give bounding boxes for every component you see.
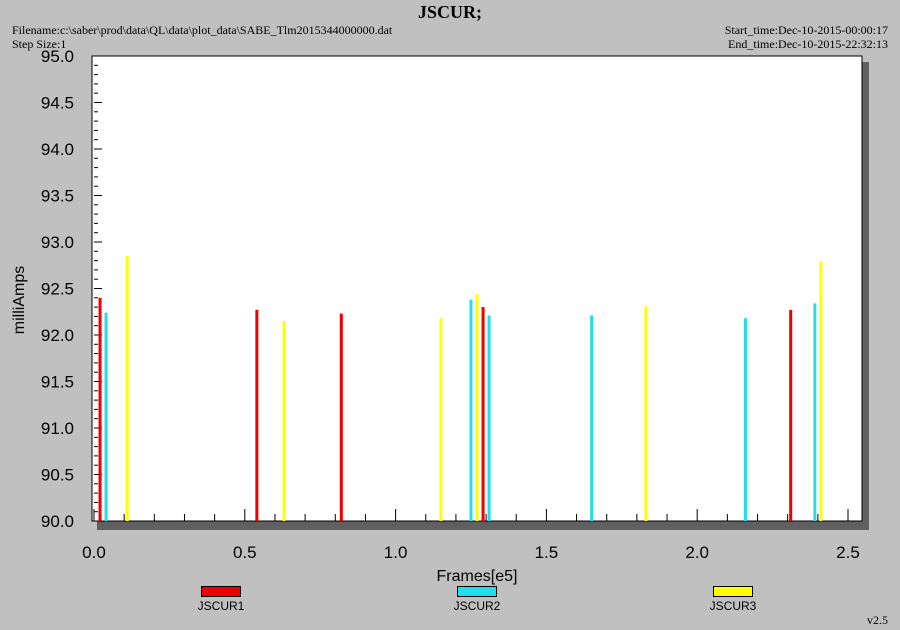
y-tick-label: 91.0 bbox=[41, 419, 74, 438]
y-tick-label: 90.0 bbox=[41, 512, 74, 531]
y-tick-label: 93.5 bbox=[41, 187, 74, 206]
bar-jscur2 bbox=[104, 312, 108, 521]
bar-jscur2 bbox=[590, 315, 594, 521]
y-tick-label: 94.0 bbox=[41, 140, 74, 159]
bar-jscur1 bbox=[98, 297, 102, 521]
legend-swatch-jscur2 bbox=[457, 586, 497, 597]
chart-title: JSCUR; bbox=[417, 2, 482, 22]
bar-jscur3 bbox=[282, 321, 286, 521]
axis-ticks bbox=[93, 55, 849, 522]
x-tick-label: 2.0 bbox=[685, 543, 709, 562]
bar-jscur1 bbox=[789, 309, 793, 521]
x-tick-label: 1.0 bbox=[384, 543, 408, 562]
legend-item-jscur3: JSCUR3 bbox=[683, 586, 783, 613]
y-tick-label: 90.5 bbox=[41, 466, 74, 485]
tick-labels: 90.0 90.5 91.0 91.5 92.0 92.5 93.0 93.5 94.0 94.5… bbox=[41, 47, 860, 562]
bar-jscur3 bbox=[644, 306, 648, 521]
step-size-label: Step Size:1 bbox=[12, 37, 67, 51]
legend-item-jscur1: JSCUR1 bbox=[171, 586, 271, 613]
legend-swatch-jscur3 bbox=[713, 586, 753, 597]
legend-label-jscur3: JSCUR3 bbox=[709, 599, 757, 613]
y-tick-label: 92.0 bbox=[41, 326, 74, 345]
bar-jscur3 bbox=[819, 261, 823, 521]
bar-jscur2 bbox=[813, 303, 817, 521]
y-tick-label: 91.5 bbox=[41, 373, 74, 392]
y-tick-label: 94.5 bbox=[41, 94, 74, 113]
x-tick-label: 2.5 bbox=[836, 543, 860, 562]
x-tick-label: 1.5 bbox=[535, 543, 559, 562]
bar-jscur3 bbox=[475, 294, 479, 521]
y-tick-label: 92.5 bbox=[41, 280, 74, 299]
x-tick-label: 0.0 bbox=[82, 543, 106, 562]
legend-item-jscur2: JSCUR2 bbox=[427, 586, 527, 613]
bar-jscur1 bbox=[339, 313, 343, 521]
legend-swatch-jscur1 bbox=[201, 586, 241, 597]
filename-label: Filename:c:\saber\prod\data\QL\data\plot… bbox=[12, 23, 393, 37]
bar-jscur1 bbox=[255, 309, 259, 521]
x-tick-label: 0.5 bbox=[233, 543, 257, 562]
bar-jscur1 bbox=[481, 307, 485, 521]
y-tick-label: 93.0 bbox=[41, 233, 74, 252]
bar-jscur3 bbox=[125, 255, 129, 521]
y-tick-label: 95.0 bbox=[41, 47, 74, 66]
bar-jscur2 bbox=[487, 315, 491, 521]
legend-label-jscur2: JSCUR2 bbox=[453, 599, 501, 613]
version-label: v2.5 bbox=[867, 613, 888, 627]
x-axis-label: Frames[e5] bbox=[437, 568, 518, 585]
bar-jscur2 bbox=[469, 299, 473, 521]
start-time-label: Start_time:Dec-10-2015-00:00:17 bbox=[724, 23, 888, 37]
y-axis-label: milliAmps bbox=[11, 266, 28, 334]
end-time-label: End_time:Dec-10-2015-22:32:13 bbox=[728, 37, 888, 51]
bar-jscur2 bbox=[743, 318, 747, 521]
bar-jscur3 bbox=[439, 318, 443, 521]
data-bars bbox=[98, 255, 823, 521]
legend-label-jscur1: JSCUR1 bbox=[197, 599, 245, 613]
